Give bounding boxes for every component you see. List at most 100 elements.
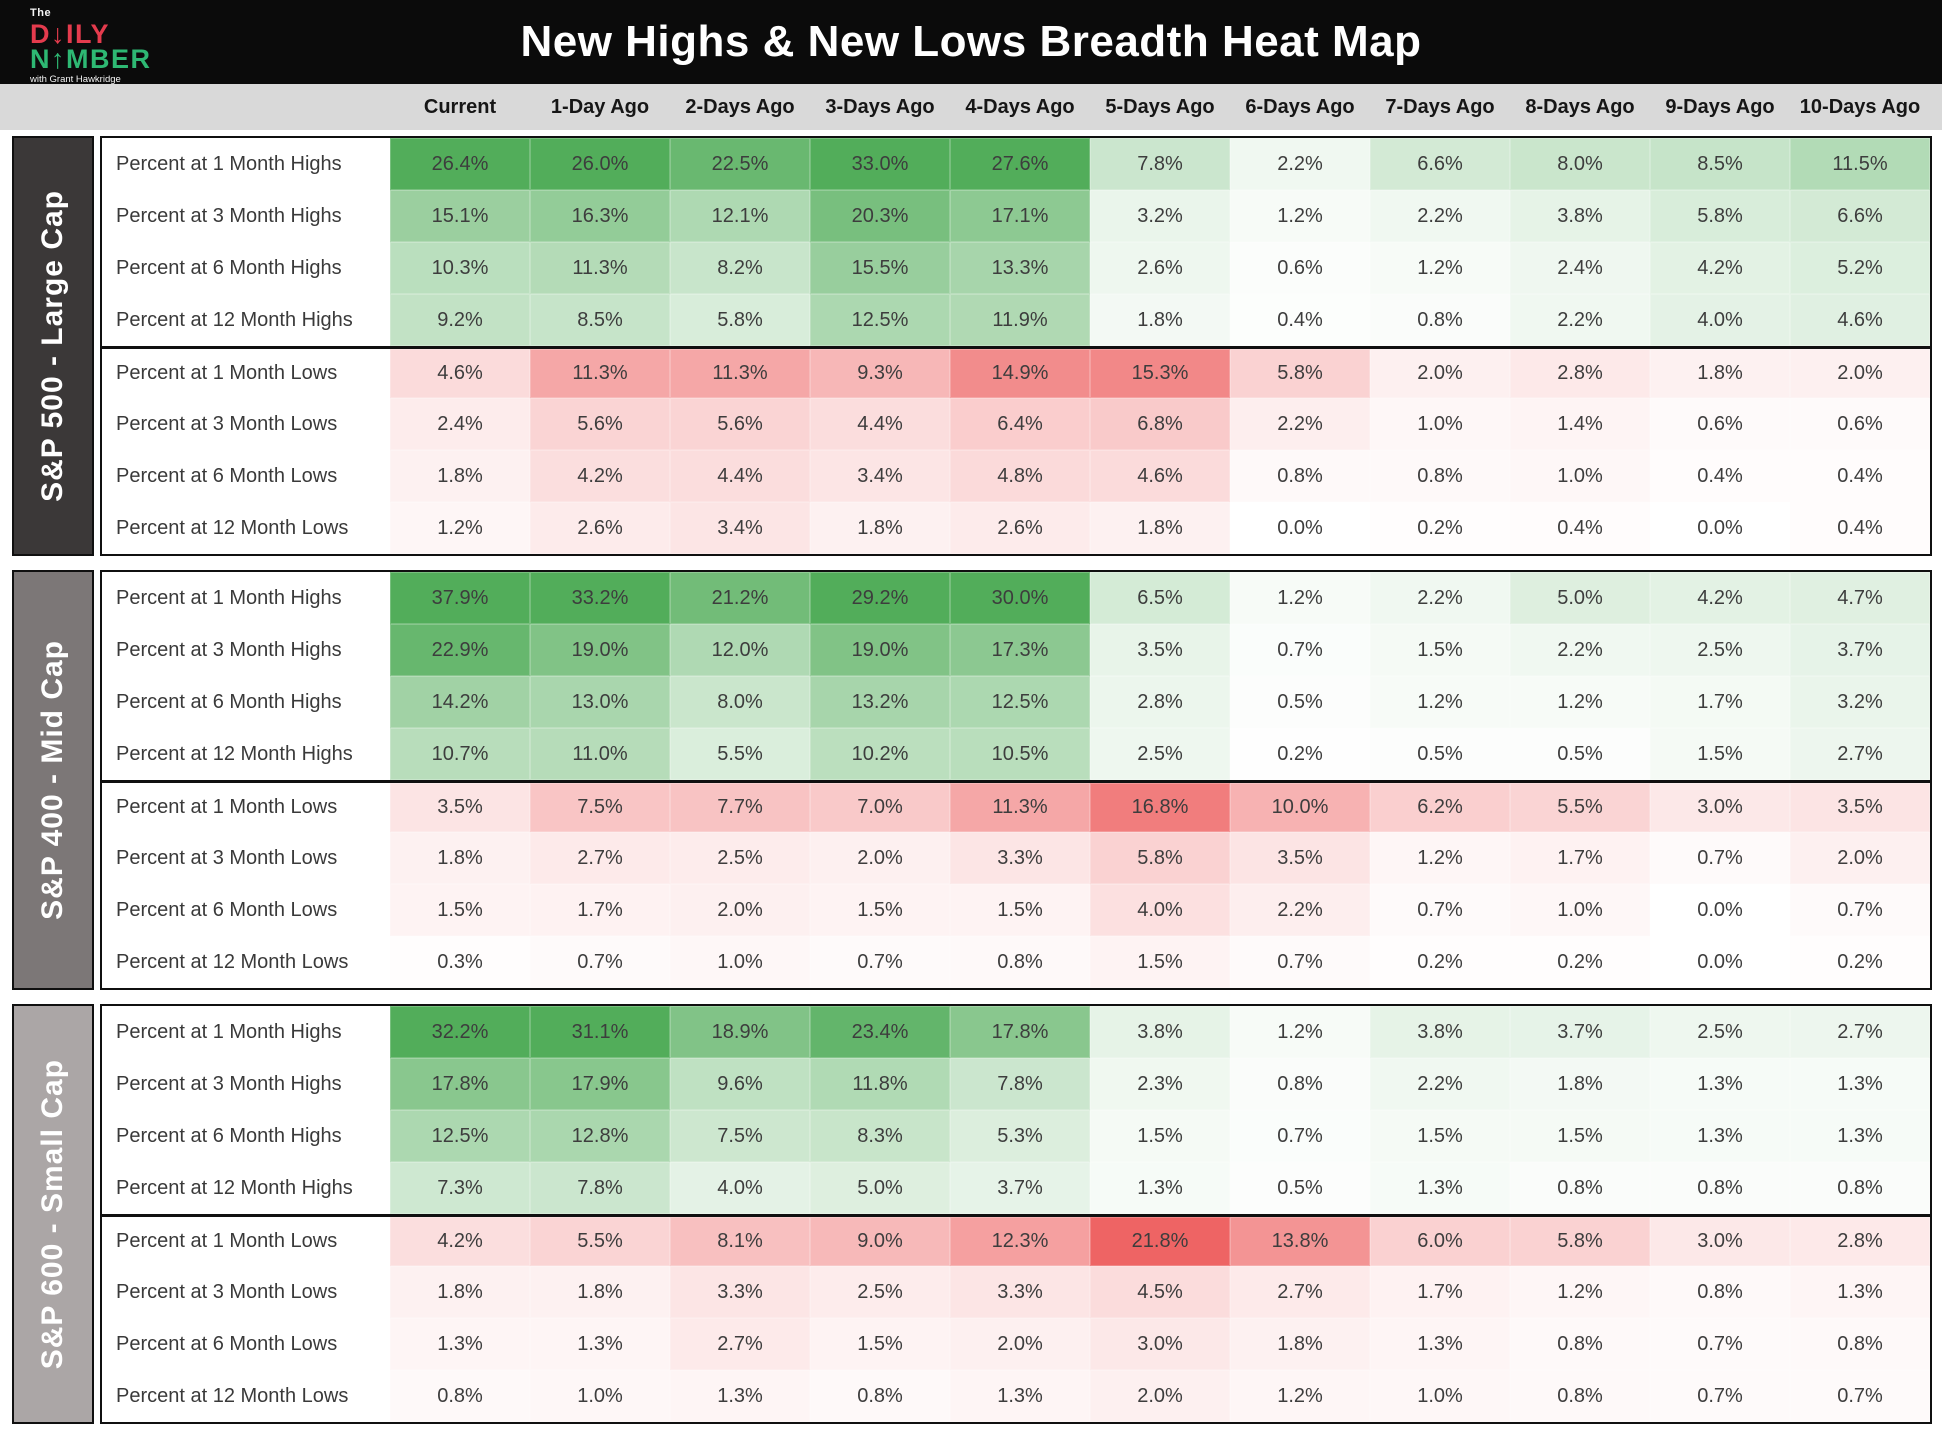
- heatmap-cell: 2.7%: [1790, 728, 1930, 780]
- heatmap-cell: 1.5%: [810, 884, 950, 936]
- header-bar: The D↓ILY N↑MBER with Grant Hawkridge Ne…: [0, 0, 1942, 84]
- heatmap-cell: 10.3%: [390, 242, 530, 294]
- heatmap-cell: 8.3%: [810, 1110, 950, 1162]
- heatmap-cell: 4.6%: [1090, 450, 1230, 502]
- heatmap-cell: 8.0%: [1510, 138, 1650, 190]
- heatmap-cell: 0.5%: [1230, 676, 1370, 728]
- section-2: S&P 600 - Small Cap Percent at 1 Month Hi…: [12, 1004, 1932, 1424]
- heatmap-cell: 1.2%: [1230, 190, 1370, 242]
- heatmap-cell: 4.8%: [950, 450, 1090, 502]
- heatmap-cell: 5.0%: [810, 1162, 950, 1214]
- heatmap-cell: 1.8%: [1090, 294, 1230, 346]
- heatmap-cell: 0.7%: [1230, 1110, 1370, 1162]
- row-label: Percent at 1 Month Highs: [102, 1006, 390, 1058]
- heatmap-cell: 2.5%: [810, 1266, 950, 1318]
- heatmap-cell: 2.0%: [1370, 349, 1510, 398]
- heatmap-cell: 11.3%: [530, 242, 670, 294]
- column-header-9: 9-Days Ago: [1665, 95, 1775, 118]
- heatmap-cell: 4.6%: [1790, 294, 1930, 346]
- heatmap-cell: 0.4%: [1650, 450, 1790, 502]
- heatmap-cell: 0.8%: [1510, 1162, 1650, 1214]
- heatmap-cell: 1.2%: [1230, 1006, 1370, 1058]
- row-label: Percent at 6 Month Highs: [102, 1110, 390, 1162]
- table-row: Percent at 3 Month Lows 1.8% 2.7% 2.5% 2.0% 3…: [102, 832, 1930, 884]
- heatmap-cell: 1.0%: [1510, 884, 1650, 936]
- heatmap-cell: 1.3%: [1650, 1058, 1790, 1110]
- heatmap-cell: 5.2%: [1790, 242, 1930, 294]
- heatmap-cell: 1.5%: [390, 884, 530, 936]
- heatmap-cell: 4.2%: [1650, 572, 1790, 624]
- heatmap-cell: 1.8%: [1090, 502, 1230, 554]
- row-label: Percent at 12 Month Lows: [102, 936, 390, 988]
- table-row: Percent at 3 Month Lows 1.8% 1.8% 3.3% 2.5% 3…: [102, 1266, 1930, 1318]
- heatmap-cell: 2.2%: [1230, 884, 1370, 936]
- heatmap-cell: 0.7%: [1230, 624, 1370, 676]
- heatmap-cell: 11.3%: [950, 783, 1090, 832]
- row-label: Percent at 3 Month Lows: [102, 832, 390, 884]
- heatmap-cell: 2.0%: [950, 1318, 1090, 1370]
- heatmap-cell: 17.9%: [530, 1058, 670, 1110]
- heatmap-cell: 13.2%: [810, 676, 950, 728]
- heatmap-cell: 5.8%: [1230, 349, 1370, 398]
- heatmap-cell: 1.0%: [530, 1370, 670, 1422]
- heatmap-cell: 8.5%: [530, 294, 670, 346]
- heatmap-cell: 0.7%: [1650, 1318, 1790, 1370]
- heatmap-cell: 1.3%: [1790, 1266, 1930, 1318]
- heatmap-cell: 2.4%: [390, 398, 530, 450]
- heatmap-cell: 26.4%: [390, 138, 530, 190]
- heatmap-cell: 0.5%: [1230, 1162, 1370, 1214]
- heatmap-cell: 3.4%: [670, 502, 810, 554]
- heatmap-cell: 3.5%: [1090, 624, 1230, 676]
- heatmap-cell: 0.8%: [1510, 1370, 1650, 1422]
- heatmap-cell: 0.6%: [1790, 398, 1930, 450]
- heatmap-cell: 1.5%: [1090, 936, 1230, 988]
- table-row: Percent at 3 Month Highs 22.9% 19.0% 12.0% 1…: [102, 624, 1930, 676]
- heatmap-cell: 0.8%: [810, 1370, 950, 1422]
- heatmap-cell: 6.6%: [1790, 190, 1930, 242]
- heatmap-cell: 8.5%: [1650, 138, 1790, 190]
- heatmap-cell: 2.2%: [1230, 138, 1370, 190]
- heatmap-cell: 5.8%: [1510, 1217, 1650, 1266]
- heatmap-cell: 5.0%: [1510, 572, 1650, 624]
- heatmap-cell: 14.9%: [950, 349, 1090, 398]
- heatmap-cell: 2.0%: [810, 832, 950, 884]
- heatmap-cell: 1.5%: [1370, 624, 1510, 676]
- brand-the: The: [30, 7, 52, 19]
- heatmap-cell: 2.3%: [1090, 1058, 1230, 1110]
- table-row: Percent at 1 Month Highs 32.2% 31.1% 18.9% 2…: [102, 1006, 1930, 1058]
- column-header-0: Current: [423, 95, 497, 118]
- heatmap-sections: S&P 500 - Large Cap Percent at 1 Month Hi…: [0, 130, 1942, 1424]
- table-row: Percent at 12 Month Lows 0.3% 0.7% 1.0% 0.7%…: [102, 936, 1930, 988]
- brand-logo: The D↓ILY N↑MBER with Grant Hawkridge: [30, 4, 152, 85]
- section-sidebar-2: S&P 600 - Small Cap: [12, 1004, 94, 1424]
- table-row: Percent at 1 Month Lows 3.5% 7.5% 7.7% 7.0% 1…: [102, 780, 1930, 832]
- row-label: Percent at 12 Month Highs: [102, 1162, 390, 1214]
- heatmap-cell: 0.7%: [1230, 936, 1370, 988]
- heatmap-cell: 16.3%: [530, 190, 670, 242]
- section-sidebar-label: S&P 600 - Small Cap: [36, 1058, 69, 1370]
- column-header-3: 3-Days Ago: [825, 95, 935, 118]
- heatmap-cell: 17.8%: [950, 1006, 1090, 1058]
- heatmap-cell: 0.2%: [1370, 936, 1510, 988]
- heatmap-cell: 0.2%: [1370, 502, 1510, 554]
- heatmap-cell: 2.7%: [1790, 1006, 1930, 1058]
- heatmap-cell: 2.2%: [1230, 398, 1370, 450]
- heatmap-cell: 0.7%: [1370, 884, 1510, 936]
- heatmap-cell: 0.8%: [1510, 1318, 1650, 1370]
- heatmap-cell: 11.3%: [670, 349, 810, 398]
- heatmap-cell: 4.6%: [390, 349, 530, 398]
- heatmap-cell: 2.8%: [1790, 1217, 1930, 1266]
- heatmap-cell: 1.7%: [1650, 676, 1790, 728]
- heatmap-cell: 4.2%: [530, 450, 670, 502]
- heatmap-cell: 1.8%: [390, 832, 530, 884]
- row-label: Percent at 1 Month Lows: [102, 349, 390, 398]
- heatmap-cell: 1.8%: [390, 1266, 530, 1318]
- heatmap-cell: 3.8%: [1090, 1006, 1230, 1058]
- heatmap-cell: 37.9%: [390, 572, 530, 624]
- section-0: S&P 500 - Large Cap Percent at 1 Month Hi…: [12, 136, 1932, 556]
- heatmap-cell: 12.5%: [810, 294, 950, 346]
- heatmap-cell: 2.8%: [1090, 676, 1230, 728]
- heatmap-cell: 17.8%: [390, 1058, 530, 1110]
- heatmap-cell: 1.2%: [1370, 242, 1510, 294]
- table-row: Percent at 6 Month Lows 1.8% 4.2% 4.4% 3.4% 4…: [102, 450, 1930, 502]
